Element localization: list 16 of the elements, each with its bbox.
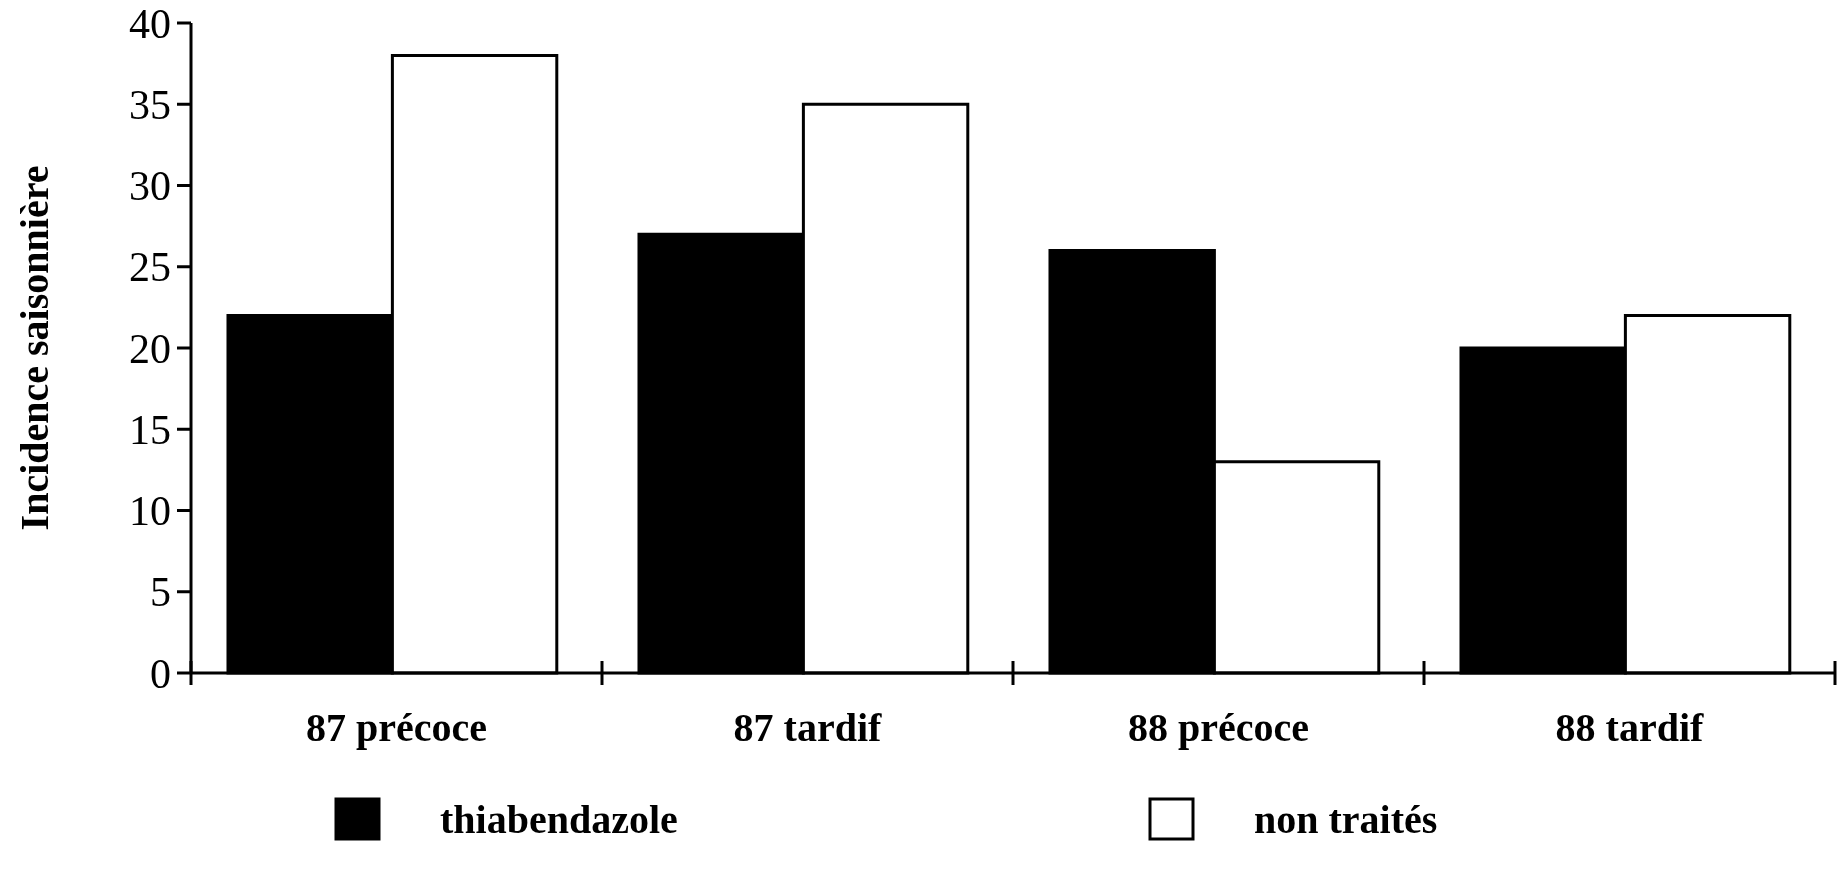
y-tick-label: 10 [129,488,171,535]
x-tick-label: 87 tardif [733,705,883,750]
y-axis-title: Incidence saisonnière [12,165,57,531]
y-tick-label: 5 [150,569,171,616]
legend-label: non traités [1254,797,1438,842]
x-tick-label: 88 précoce [1127,705,1310,750]
y-tick-label: 35 [129,81,171,128]
y-tick-label: 40 [129,0,171,47]
legend-label: thiabendazole [440,797,678,842]
y-tick-label: 30 [129,163,171,210]
y-tick-label: 15 [129,406,171,453]
x-tick-label: 88 tardif [1555,705,1705,750]
y-tick-label: 20 [129,325,171,372]
y-tick-label: 25 [129,244,171,291]
y-tick-label: 0 [150,650,171,697]
x-tick-label: 87 précoce [305,705,488,750]
